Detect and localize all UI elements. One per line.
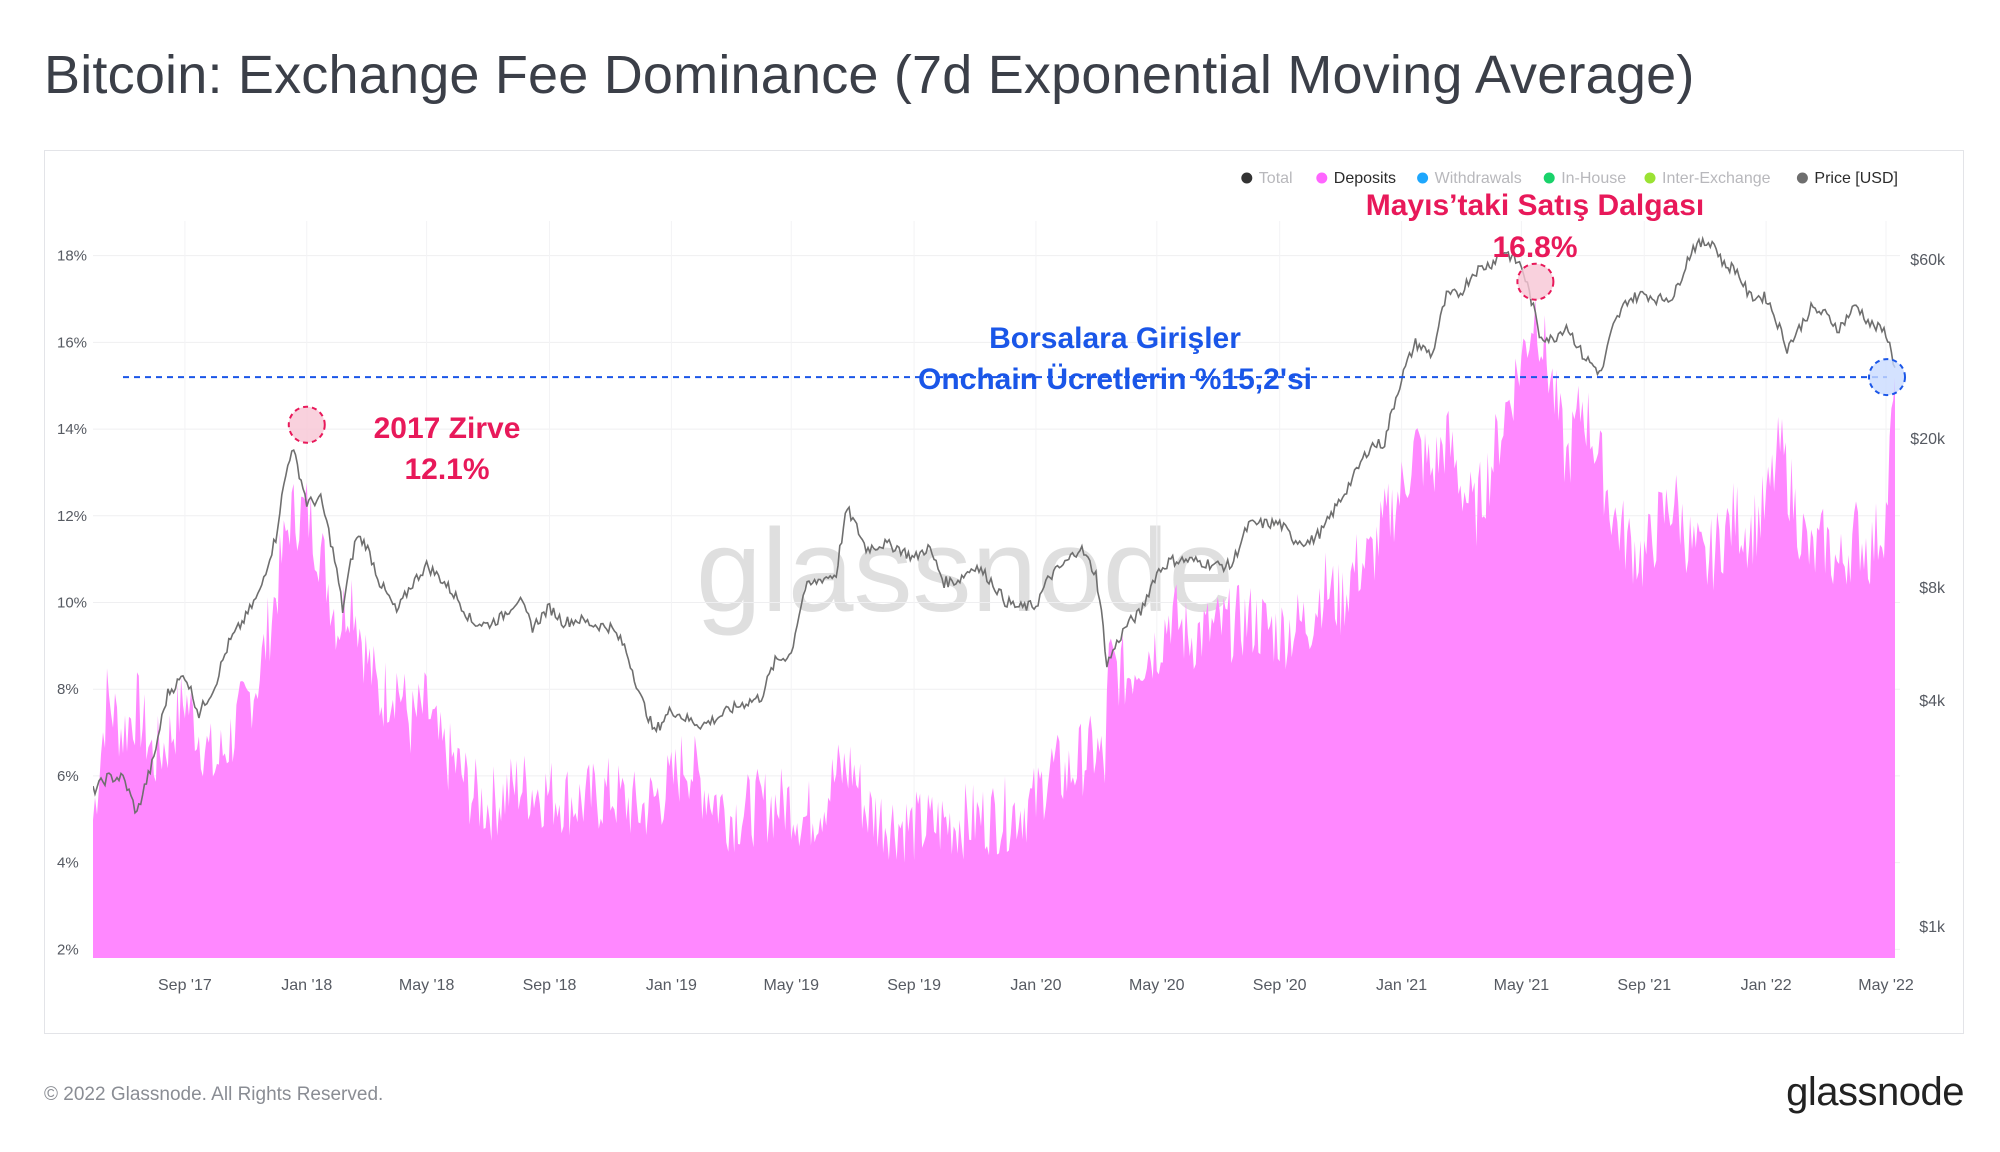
copyright: © 2022 Glassnode. All Rights Reserved. — [44, 1084, 384, 1105]
legend-dot — [1417, 172, 1429, 184]
price-series — [93, 235, 1896, 815]
y-axis-left: 2% 4% 6% 8% 10% 12% 14% 16% 18% — [57, 248, 87, 959]
y-tick-label: 2% — [57, 941, 79, 958]
x-tick-label: May '22 — [1858, 977, 1914, 994]
x-tick-label: May '20 — [1129, 977, 1185, 994]
x-tick-label: Jan '20 — [1010, 977, 1061, 994]
y-right-tick-label: $4k — [1919, 693, 1946, 710]
watermark-text: glassnode — [696, 505, 1234, 637]
inflow-label: Borsalara Girişler — [989, 322, 1241, 355]
inflow-value: Onchain Ücretlerin %15,2'si — [918, 363, 1312, 396]
legend-dot — [1796, 172, 1808, 184]
legend-label: Total — [1259, 170, 1293, 187]
deposits-area — [93, 298, 1895, 958]
x-tick-label: Jan '18 — [281, 977, 332, 994]
x-tick-label: May '18 — [399, 977, 455, 994]
inflow-marker — [1868, 358, 1906, 397]
peak-2017-value: 12.1% — [404, 453, 489, 486]
y-right-tick-label: $1k — [1919, 919, 1946, 936]
legend-label: Price [USD] — [1814, 170, 1898, 187]
y-axis-right: $1k $4k $8k $20k $60k — [1910, 252, 1946, 936]
y-tick-label: 14% — [57, 421, 87, 438]
x-tick-label: Jan '21 — [1376, 977, 1427, 994]
y-tick-label: 6% — [57, 768, 79, 785]
legend-label: Deposits — [1334, 170, 1396, 187]
legend: Price [USD] Inter-Exchange In-House Withdra… — [1241, 170, 1898, 187]
legend-dot — [1644, 172, 1656, 184]
peak-2017-label: 2017 Zirve — [374, 412, 521, 445]
legend-label: In-House — [1561, 170, 1626, 187]
x-tick-label: May '21 — [1494, 977, 1550, 994]
legend-label: Withdrawals — [1435, 170, 1522, 187]
may-selloff-marker — [1516, 262, 1555, 301]
x-axis: Sep '17 Jan '18 May '18 Sep '18 Jan '19 May '… — [158, 977, 1914, 994]
x-tick-label: Sep '21 — [1617, 977, 1671, 994]
legend-dot — [1543, 172, 1555, 184]
y-tick-label: 8% — [57, 681, 79, 698]
x-tick-label: Sep '17 — [158, 977, 212, 994]
y-tick-label: 16% — [57, 334, 87, 351]
x-tick-label: Jan '19 — [646, 977, 697, 994]
may-selloff-value: 16.8% — [1492, 231, 1577, 264]
x-tick-label: Sep '20 — [1253, 977, 1307, 994]
y-tick-label: 10% — [57, 595, 87, 612]
glassnode-logo: glassnode — [1786, 1070, 1964, 1114]
legend-dot — [1316, 172, 1328, 184]
legend-label: Inter-Exchange — [1662, 170, 1771, 187]
legend-dot — [1241, 172, 1253, 184]
y-right-tick-label: $20k — [1910, 431, 1946, 448]
price-line — [93, 235, 1896, 815]
x-tick-label: Sep '19 — [887, 977, 941, 994]
y-tick-label: 4% — [57, 855, 79, 872]
page-title: Bitcoin: Exchange Fee Dominance (7d Expo… — [44, 45, 1695, 105]
chart-panel: glassnode 2% 4% 6% 8% 10% 12% 14% 16% 18% $1k $4k… — [44, 150, 1964, 1034]
y-right-tick-label: $8k — [1919, 580, 1946, 597]
x-tick-label: Sep '18 — [523, 977, 577, 994]
deposits-series — [93, 298, 1895, 958]
y-tick-label: 18% — [57, 248, 87, 265]
x-tick-label: May '19 — [763, 977, 819, 994]
chart-svg: glassnode 2% 4% 6% 8% 10% 12% 14% 16% 18% $1k $4k… — [57, 170, 1946, 994]
peak-2017-marker — [287, 405, 326, 444]
annotations: 2017 Zirve 12.1% Mayıs’taki Satış Dalgas… — [123, 189, 1906, 486]
y-right-tick-label: $60k — [1910, 252, 1946, 269]
y-tick-label: 12% — [57, 508, 87, 525]
may-selloff-label: Mayıs’taki Satış Dalgası — [1366, 189, 1705, 222]
x-tick-label: Jan '22 — [1741, 977, 1792, 994]
